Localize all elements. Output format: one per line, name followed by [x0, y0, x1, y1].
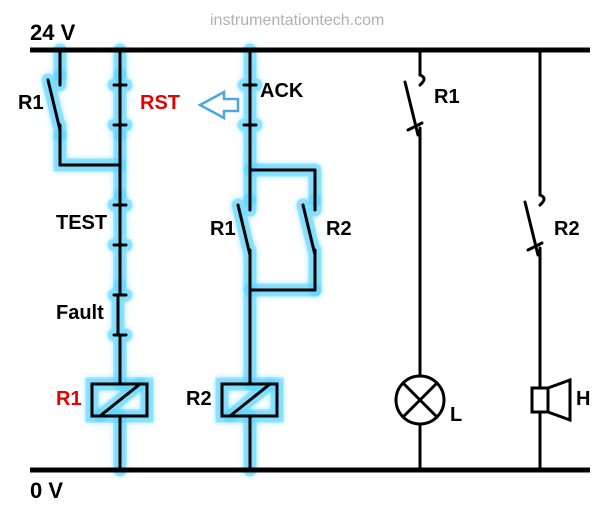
r1-mid-label: R1: [210, 218, 236, 241]
fault-label: Fault: [56, 302, 104, 325]
watermark: instrumentationtech.com: [210, 12, 384, 30]
rst-label: RST: [140, 92, 180, 115]
test-label: TEST: [56, 212, 107, 235]
circuit-diagram: instrumentationtech.com 24 V 0 V R1 RST …: [0, 0, 604, 511]
rail-top-label: 24 V: [30, 20, 75, 46]
r2-mid-label: R2: [326, 218, 352, 241]
r1-coil-label: R1: [56, 388, 82, 411]
glow-highlight: [48, 50, 315, 470]
rail-bottom-label: 0 V: [30, 478, 63, 504]
r1-left-label: R1: [18, 92, 44, 115]
circuit-svg: [0, 0, 604, 511]
r2-coil-label: R2: [186, 388, 212, 411]
lamp-label: L: [450, 404, 462, 427]
horn-label: H: [576, 388, 590, 411]
arrow-icon: [200, 92, 238, 118]
r2-right-label: R2: [554, 218, 580, 241]
ack-label: ACK: [260, 80, 303, 103]
r1-right-label: R1: [434, 86, 460, 109]
